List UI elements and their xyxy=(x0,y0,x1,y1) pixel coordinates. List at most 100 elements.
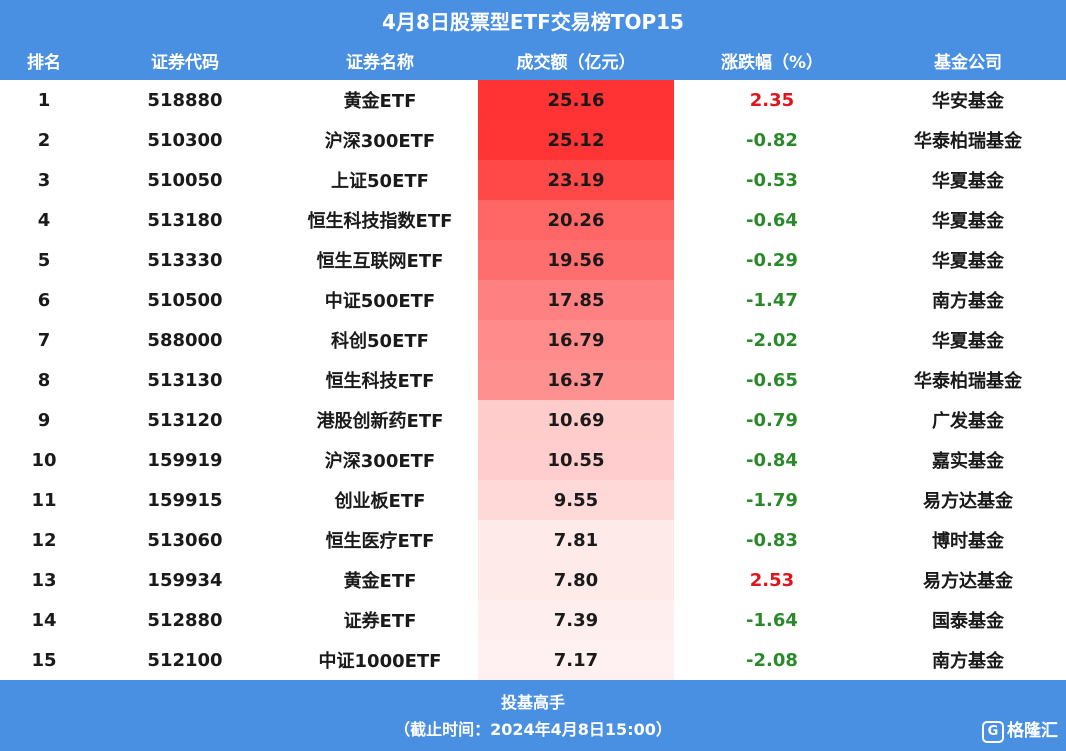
cell-turnover: 25.12 xyxy=(547,129,605,151)
cell-name: 沪深300ETF xyxy=(324,451,436,472)
cell-company: 华夏基金 xyxy=(932,251,1004,272)
cell-code: 513120 xyxy=(147,409,223,431)
turnover-heat-cell xyxy=(478,240,674,280)
cell-rank: 6 xyxy=(37,289,51,311)
cell-change: -0.65 xyxy=(746,369,798,391)
turnover-heat-cell xyxy=(478,120,674,160)
turnover-heat-cell xyxy=(478,320,674,360)
cell-change: -0.79 xyxy=(746,409,798,431)
cell-company: 博时基金 xyxy=(932,531,1004,552)
cell-code: 510050 xyxy=(147,169,223,191)
cell-rank: 4 xyxy=(37,209,51,231)
header-change: 涨跌幅（%） xyxy=(720,52,824,73)
cell-turnover: 10.55 xyxy=(547,449,605,471)
table-row: 6 510500 中证500ETF 17.85 -1.47 南方基金 xyxy=(0,280,1066,320)
cell-turnover: 7.81 xyxy=(553,529,599,551)
cell-name: 创业板ETF xyxy=(334,491,426,512)
turnover-heat-cell xyxy=(478,560,674,600)
cell-rank: 2 xyxy=(37,129,51,151)
header-code: 证券代码 xyxy=(151,52,219,73)
turnover-heat-cell xyxy=(478,600,674,640)
cell-turnover: 16.79 xyxy=(547,329,605,351)
table-row: 1 518880 黄金ETF 25.16 2.35 华安基金 xyxy=(0,80,1066,120)
cell-company: 华安基金 xyxy=(932,91,1004,112)
cell-company: 华泰柏瑞基金 xyxy=(914,371,1022,392)
footer-timestamp: （截止时间：2024年4月8日15:00） xyxy=(394,719,672,739)
turnover-heat-cell xyxy=(478,80,674,120)
cell-turnover: 9.55 xyxy=(553,489,599,511)
header-company: 基金公司 xyxy=(934,52,1002,73)
cell-rank: 14 xyxy=(31,609,57,631)
cell-change: -1.64 xyxy=(746,609,798,631)
cell-rank: 12 xyxy=(31,529,57,551)
cell-change: 2.53 xyxy=(749,569,795,591)
cell-code: 159915 xyxy=(147,489,223,511)
cell-rank: 9 xyxy=(37,409,51,431)
turnover-heat-cell xyxy=(478,520,674,560)
table-row: 2 510300 沪深300ETF 25.12 -0.82 华泰柏瑞基金 xyxy=(0,120,1066,160)
gelonghui-logo: G 格隆汇 xyxy=(982,718,1058,745)
header-rank: 排名 xyxy=(27,52,61,73)
cell-change: -0.82 xyxy=(746,129,798,151)
cell-change: -2.02 xyxy=(746,329,798,351)
cell-name: 恒生科技ETF xyxy=(325,371,435,392)
cell-name: 证券ETF xyxy=(343,611,417,632)
cell-change: -1.47 xyxy=(746,289,798,311)
cell-name: 上证50ETF xyxy=(331,171,429,192)
cell-company: 易方达基金 xyxy=(923,571,1013,592)
cell-change: -0.84 xyxy=(746,449,798,471)
cell-name: 恒生科技指数ETF xyxy=(307,211,453,232)
cell-turnover: 10.69 xyxy=(547,409,605,431)
cell-rank: 8 xyxy=(37,369,51,391)
gelonghui-logo-icon: G xyxy=(982,720,1004,743)
cell-code: 512100 xyxy=(147,649,223,671)
cell-turnover: 16.37 xyxy=(547,369,605,391)
cell-company: 南方基金 xyxy=(932,651,1004,672)
cell-code: 512880 xyxy=(147,609,223,631)
turnover-heat-cell xyxy=(478,440,674,480)
cell-turnover: 7.39 xyxy=(553,609,599,631)
table-row: 14 512880 证券ETF 7.39 -1.64 国泰基金 xyxy=(0,600,1066,640)
cell-rank: 10 xyxy=(31,449,57,471)
turnover-heat-cell xyxy=(478,400,674,440)
table-row: 11 159915 创业板ETF 9.55 -1.79 易方达基金 xyxy=(0,480,1066,520)
cell-company: 广发基金 xyxy=(932,411,1004,432)
table-row: 15 512100 中证1000ETF 7.17 -2.08 南方基金 xyxy=(0,640,1066,680)
cell-code: 510500 xyxy=(147,289,223,311)
table-row: 5 513330 恒生互联网ETF 19.56 -0.29 华夏基金 xyxy=(0,240,1066,280)
cell-code: 518880 xyxy=(147,89,223,111)
cell-change: -0.29 xyxy=(746,249,798,271)
cell-company: 南方基金 xyxy=(932,291,1004,312)
cell-turnover: 23.19 xyxy=(547,169,605,191)
cell-company: 华夏基金 xyxy=(932,171,1004,192)
cell-company: 华泰柏瑞基金 xyxy=(914,131,1022,152)
cell-rank: 3 xyxy=(37,169,51,191)
cell-name: 科创50ETF xyxy=(331,331,429,352)
cell-company: 易方达基金 xyxy=(923,491,1013,512)
cell-company: 华夏基金 xyxy=(932,331,1004,352)
cell-turnover: 25.16 xyxy=(547,89,605,111)
cell-company: 华夏基金 xyxy=(932,211,1004,232)
cell-turnover: 17.85 xyxy=(547,289,605,311)
table-row: 3 510050 上证50ETF 23.19 -0.53 华夏基金 xyxy=(0,160,1066,200)
header-name: 证券名称 xyxy=(346,52,414,73)
cell-rank: 5 xyxy=(37,249,51,271)
header-turnover: 成交额（亿元） xyxy=(516,52,636,73)
cell-change: -0.83 xyxy=(746,529,798,551)
cell-company: 嘉实基金 xyxy=(932,451,1004,472)
cell-rank: 7 xyxy=(37,329,51,351)
table-body: 1 518880 黄金ETF 25.16 2.35 华安基金 2 510300 沪深300ETF… xyxy=(0,80,1066,680)
cell-name: 恒生医疗ETF xyxy=(325,531,435,552)
turnover-heat-cell xyxy=(478,480,674,520)
table-header: 排名 证券代码 证券名称 成交额（亿元） 涨跌幅（%） 基金公司 xyxy=(0,40,1066,80)
turnover-heat-cell xyxy=(478,160,674,200)
cell-code: 513330 xyxy=(147,249,223,271)
logo-text: 格隆汇 xyxy=(1007,721,1058,741)
cell-change: -0.53 xyxy=(746,169,798,191)
cell-company: 国泰基金 xyxy=(932,611,1004,632)
turnover-heat-cell xyxy=(478,200,674,240)
cell-change: -1.79 xyxy=(746,489,798,511)
cell-change: -0.64 xyxy=(746,209,798,231)
cell-code: 513180 xyxy=(147,209,223,231)
cell-code: 510300 xyxy=(147,129,223,151)
